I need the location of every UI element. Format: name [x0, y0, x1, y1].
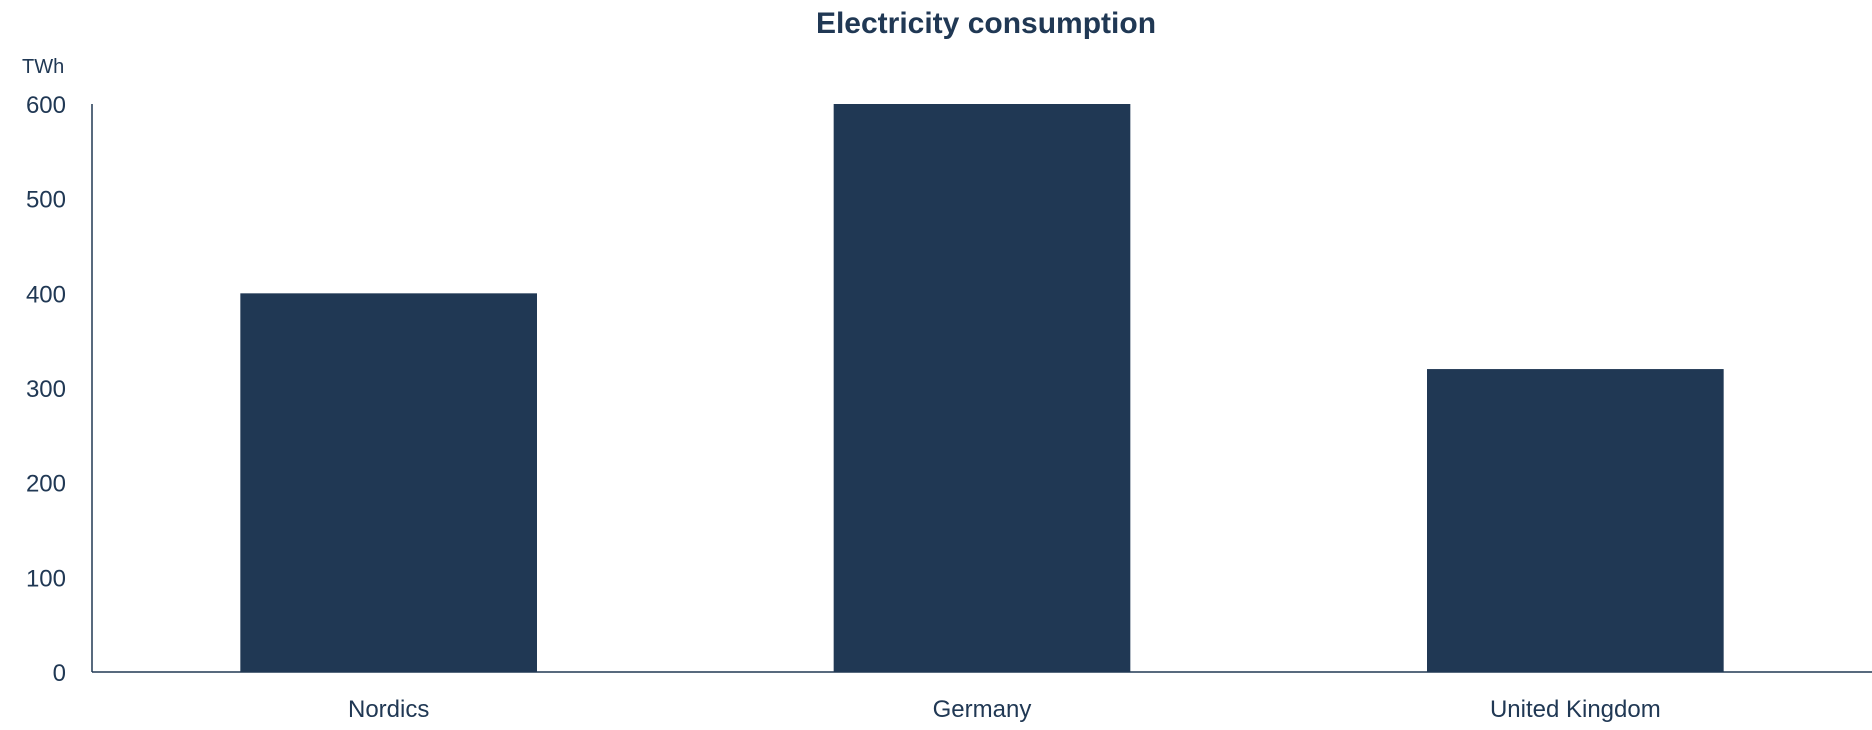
y-tick-label: 600 [26, 92, 66, 119]
bars-group [240, 104, 1724, 672]
y-tick-labels: 0 100 200 300 400 500 600 [26, 92, 66, 687]
x-tick-label: Germany [933, 696, 1032, 723]
x-tick-label: Nordics [348, 696, 429, 723]
y-axis-label: TWh [22, 56, 64, 78]
y-tick-label: 400 [26, 281, 66, 308]
y-tick-label: 500 [26, 187, 66, 214]
y-tick-label: 0 [53, 660, 66, 687]
y-tick-label: 200 [26, 471, 66, 498]
y-tick-label: 300 [26, 376, 66, 403]
chart-title: Electricity consumption [816, 7, 1156, 40]
x-tick-labels: Nordics Germany United Kingdom [348, 696, 1661, 723]
bar-united-kingdom [1427, 369, 1724, 672]
y-tick-label: 100 [26, 565, 66, 592]
bar-nordics [240, 293, 538, 672]
bar-germany [833, 104, 1131, 672]
x-tick-label: United Kingdom [1490, 696, 1661, 723]
